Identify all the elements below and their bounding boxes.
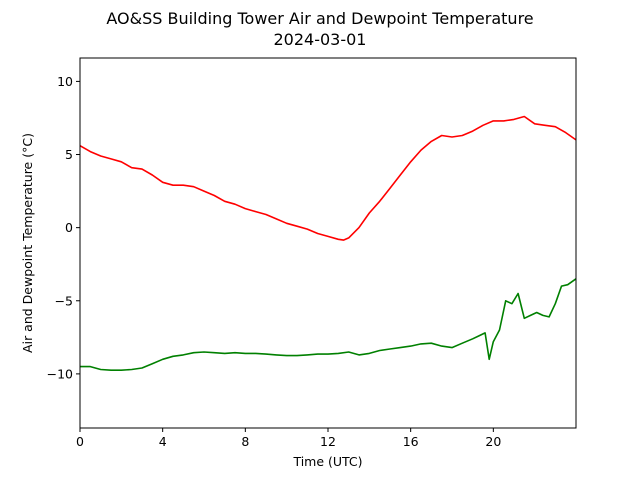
series-line-0: [79, 115, 577, 241]
y-tick-label: 10: [57, 74, 73, 89]
y-tick-label: −10: [47, 366, 73, 381]
plot-lines: [79, 115, 577, 372]
y-tick-label: 5: [65, 147, 73, 162]
x-tick-label: 0: [76, 434, 84, 449]
y-axis: −10 −5 0 5 10: [47, 74, 80, 381]
plot-frame: [79, 57, 577, 429]
series-line-1: [80, 278, 577, 372]
y-axis-label: Air and Dewpoint Temperature (°C): [20, 133, 35, 353]
x-tick-label: 12: [320, 434, 336, 449]
x-axis: 0 4 8 12 16 20: [76, 428, 501, 449]
chart-subtitle: 2024-03-01: [274, 30, 367, 49]
x-tick-label: 16: [403, 434, 419, 449]
x-tick-label: 20: [485, 434, 501, 449]
y-tick-label: 0: [65, 220, 73, 235]
x-axis-label: Time (UTC): [292, 454, 362, 469]
chart-title: AO&SS Building Tower Air and Dewpoint Te…: [106, 9, 533, 28]
x-tick-label: 8: [241, 434, 249, 449]
x-tick-label: 4: [159, 434, 167, 449]
y-tick-label: −5: [55, 293, 73, 308]
